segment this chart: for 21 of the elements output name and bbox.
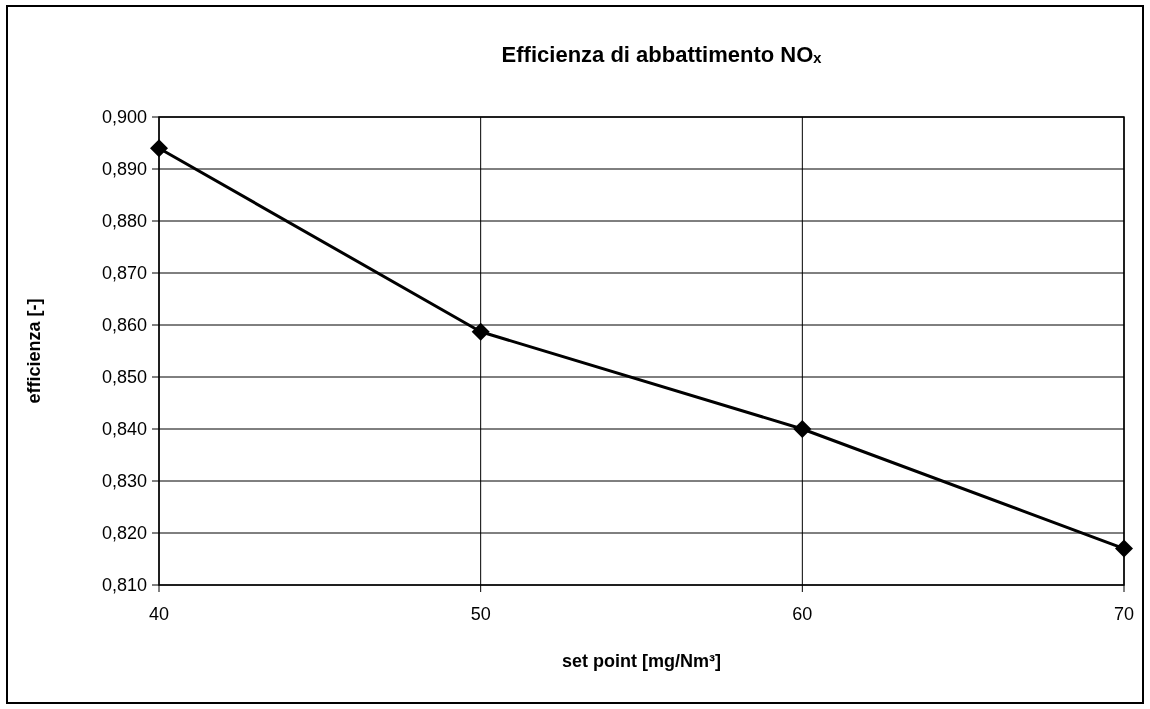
y-tick-label: 0,890: [101, 159, 147, 180]
chart-title: Efficienza di abbattimento NOₓ: [501, 42, 823, 67]
y-axis-title: efficienza [-]: [24, 298, 44, 404]
y-tick-label: 0,840: [101, 419, 147, 440]
x-tick-label: 60: [792, 604, 813, 624]
x-axis-title: set point [mg/Nm³]: [562, 651, 721, 671]
y-tick-label: 0,860: [101, 315, 147, 336]
y-tick-label: 0,820: [101, 523, 147, 544]
y-tick-label: 0,850: [101, 367, 147, 388]
x-tick-label: 70: [1113, 604, 1135, 624]
x-tick-label: 40: [148, 604, 170, 624]
point: [1115, 539, 1133, 558]
y-tick-label: 0,880: [101, 211, 147, 232]
y-tick-label: 0,870: [101, 263, 147, 284]
y-tick-label: 0,810: [101, 575, 147, 596]
point: [793, 420, 812, 438]
x-tick-label: 50: [470, 604, 491, 624]
y-tick-label: 0,900: [101, 107, 147, 128]
y-tick-label: 0,830: [101, 471, 147, 492]
point: [150, 139, 168, 158]
point: [471, 322, 490, 341]
